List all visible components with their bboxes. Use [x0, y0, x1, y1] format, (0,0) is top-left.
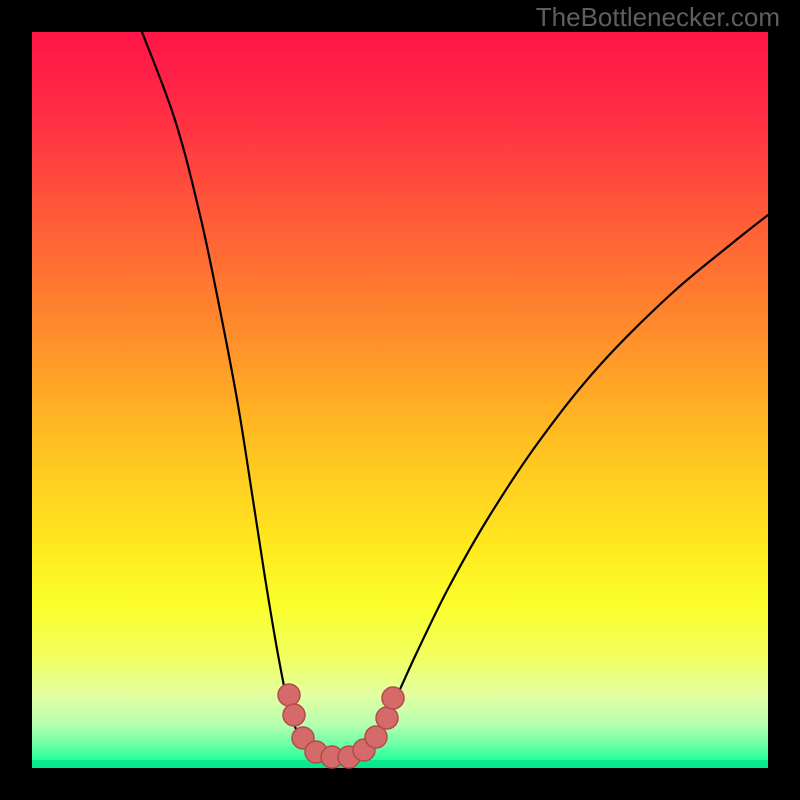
marker-dot — [283, 704, 305, 726]
marker-dot — [365, 726, 387, 748]
curve-layer — [0, 0, 800, 800]
v-curve — [142, 32, 768, 759]
marker-dot — [382, 687, 404, 709]
marker-cluster — [278, 684, 404, 768]
marker-dot — [376, 707, 398, 729]
watermark-text: TheBottlenecker.com — [536, 2, 780, 33]
marker-dot — [278, 684, 300, 706]
chart-stage: TheBottlenecker.com — [0, 0, 800, 800]
